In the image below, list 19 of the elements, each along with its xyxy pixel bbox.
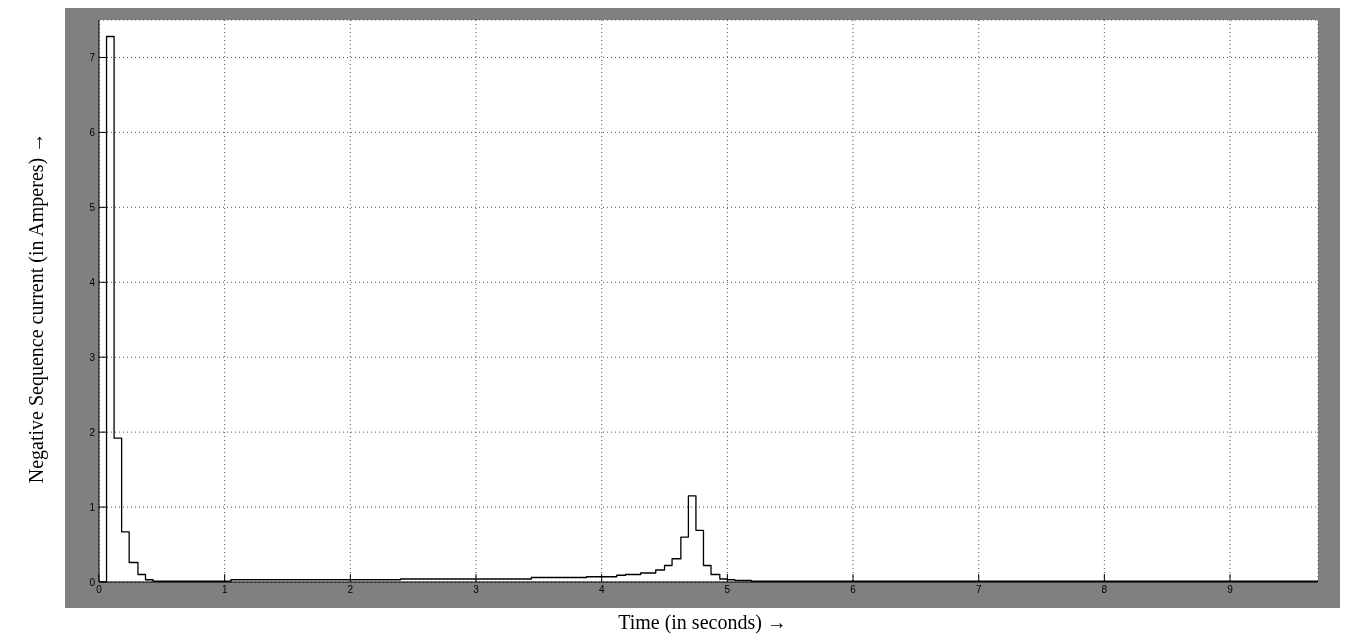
- y-tick-label: 4: [89, 276, 96, 288]
- y-axis-title: Negative Sequence current (in Amperes) →: [24, 132, 48, 484]
- x-axis-title: Time (in seconds) →: [617, 611, 788, 634]
- y-tick-label: 0: [89, 576, 96, 588]
- y-tick-label: 7: [89, 52, 96, 64]
- x-tick-label: 1: [221, 584, 228, 596]
- y-tick-label: 3: [89, 351, 96, 363]
- y-tick-label: 5: [89, 201, 96, 213]
- y-tick-label: 1: [89, 501, 96, 513]
- x-tick-label: 7: [975, 584, 982, 596]
- y-tick-label: 2: [89, 426, 96, 438]
- x-tick-label: 9: [1227, 584, 1234, 596]
- x-tick-label: 4: [598, 584, 605, 596]
- x-tick-label: 5: [724, 584, 731, 596]
- y-tick-label: 6: [89, 126, 96, 138]
- x-tick-label: 6: [850, 584, 857, 596]
- x-tick-label: 2: [347, 584, 354, 596]
- x-tick-label: 8: [1101, 584, 1108, 596]
- x-tick-label: 3: [473, 584, 480, 596]
